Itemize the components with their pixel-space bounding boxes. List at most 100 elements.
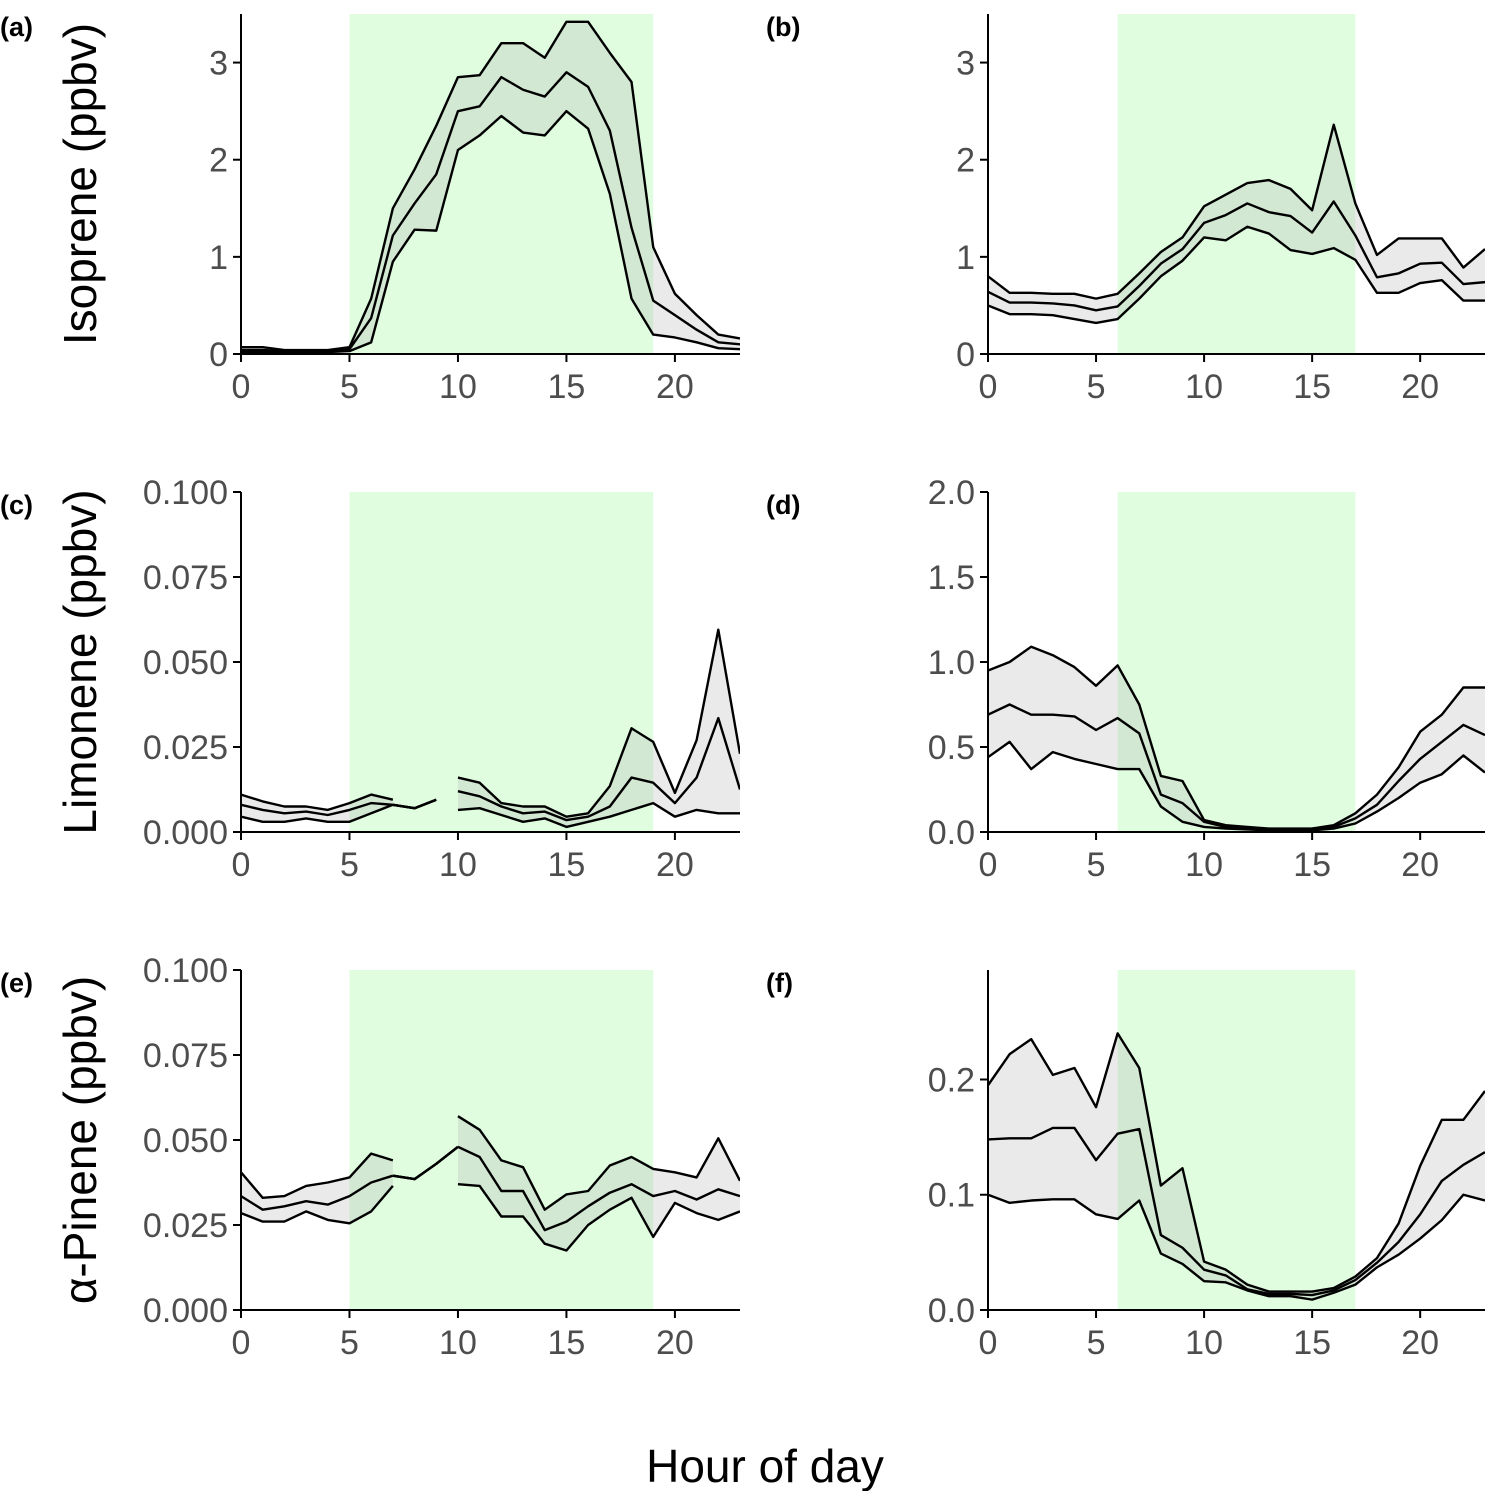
x-tick-label: 5 [1087,846,1106,884]
panel-d: 0.0 0.5 1.0 1.5 2.0 0 5 10 15 20 (d) [766,474,1485,884]
series-line-lower [988,225,1485,325]
x-tick-label: 20 [656,1324,694,1362]
series-line-lower [392,1145,459,1181]
y-tick-label: 0.1 [928,1177,975,1215]
y-tick-label: 0.075 [143,1037,228,1075]
series-line-mid [241,1174,394,1211]
plot-area [988,1032,1485,1301]
y-tick-label: 0.025 [143,1207,228,1245]
daylight-shading [1117,492,1356,832]
panel-tag: (c) [0,490,33,520]
y-tick-label: 0 [956,336,975,374]
y-tick-label: 3 [209,45,228,83]
x-tick-label: 20 [1401,368,1439,406]
plot-area [988,645,1485,832]
series-line-lower [241,803,394,823]
y-tick-label: 1 [209,239,228,277]
daylight-shading [349,970,654,1310]
y-tick-label: 0.050 [143,1122,228,1160]
x-tick-label: 20 [1401,846,1439,884]
x-tick-label: 0 [232,1324,251,1362]
range-band [988,1033,1485,1300]
panel-tag: (d) [766,490,800,520]
series-line-lower [988,1193,1485,1301]
series-line-lower [457,1183,740,1252]
x-tick-label: 5 [1087,1324,1106,1362]
y-tick-label: 0.100 [143,952,228,990]
series-line-upper [988,1032,1485,1293]
x-tick-label: 0 [232,368,251,406]
y-tick-label: 0.000 [143,1292,228,1330]
x-tick-label: 15 [1293,368,1331,406]
x-tick-label: 10 [439,1324,477,1362]
y-tick-label: 3 [956,45,975,83]
series-line-lower [988,740,1485,832]
y-tick-label: 2.0 [928,474,975,512]
plot-area [241,1115,740,1252]
series-line-mid [988,703,1485,831]
series-line-mid [457,716,740,822]
y-tick-label: 0.0 [928,1292,975,1330]
series-line-upper [241,793,394,812]
y-tick-label: 0.000 [143,814,228,852]
daylight-shading [349,492,654,832]
panel-tag: (a) [0,12,33,42]
y-tick-label: 0 [209,336,228,374]
series-line-upper [988,123,1485,300]
series-line-lower [392,798,437,810]
y-tick-label: 2 [209,142,228,180]
series-line-upper [988,645,1485,830]
range-band [241,21,740,353]
x-tick-label: 5 [340,846,359,884]
x-tick-label: 10 [439,368,477,406]
daylight-shading [1117,970,1356,1310]
x-tick-label: 5 [340,1324,359,1362]
ylabel-alpha-pinene: α-Pinene (ppbv) [54,976,106,1304]
daylight-shading [349,14,654,354]
series-line-mid [988,1126,1485,1297]
x-tick-label: 20 [656,368,694,406]
daylight-shading [1117,14,1356,354]
y-tick-label: 1.5 [928,559,975,597]
series-line-lower [241,109,740,354]
plot-area [241,20,740,354]
series-line-mid [241,801,393,817]
y-tick-label: 0.100 [143,474,228,512]
y-tick-label: 1.0 [928,644,975,682]
x-tick-label: 15 [548,1324,586,1362]
plot-area [241,628,740,829]
panel-f: 0.0 0.1 0.2 0 5 10 15 20 (f) [766,968,1485,1362]
y-tick-label: 1 [956,239,975,277]
x-tick-label: 15 [548,846,586,884]
x-tick-label: 0 [979,368,998,406]
panel-tag: (e) [0,968,33,998]
x-tick-label: 20 [1401,1324,1439,1362]
x-tick-label: 20 [656,846,694,884]
panel-b: 0 1 2 3 0 5 10 15 20 (b) [766,12,1485,406]
x-tick-label: 0 [979,1324,998,1362]
y-tick-label: 0.2 [928,1061,975,1099]
y-tick-label: 0.075 [143,559,228,597]
x-tick-label: 10 [1185,368,1223,406]
x-tick-label: 15 [548,368,586,406]
y-tick-label: 0.050 [143,644,228,682]
x-tick-label: 5 [1087,368,1106,406]
series-line-upper [457,1115,740,1211]
range-band [457,1116,740,1251]
x-tick-label: 5 [340,368,359,406]
series-line-mid [457,1145,740,1232]
series-line-upper [241,1152,394,1200]
x-tick-label: 10 [1185,846,1223,884]
x-tick-label: 0 [232,846,251,884]
y-tick-label: 0.025 [143,729,228,767]
range-band [457,629,740,827]
xlabel-hour-of-day: Hour of day [646,1440,884,1491]
range-band [988,124,1485,323]
panel-e: 0.000 0.025 0.050 0.075 0.100 0 5 10 15 20 (e) [0,952,740,1362]
series-line-lower [457,801,740,829]
x-tick-label: 15 [1293,846,1331,884]
y-tick-label: 2 [956,142,975,180]
panel-a: 0 1 2 3 0 5 10 15 20 (a) [0,12,740,406]
ylabel-isoprene: Isoprene (ppbv) [54,23,106,345]
